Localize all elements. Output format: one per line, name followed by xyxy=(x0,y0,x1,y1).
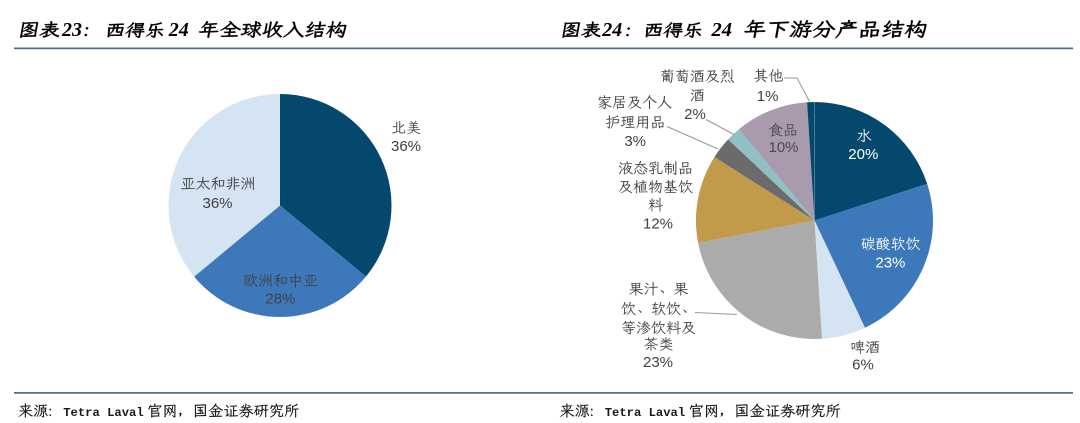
svg-text:23%: 23% xyxy=(875,255,905,272)
svg-text:28%: 28% xyxy=(265,291,295,308)
svg-text:2%: 2% xyxy=(684,106,706,123)
svg-text:36%: 36% xyxy=(202,195,232,212)
svg-text:6%: 6% xyxy=(852,357,874,374)
svg-text:3%: 3% xyxy=(624,133,646,150)
svg-text:Tetra Laval: Tetra Laval xyxy=(605,406,685,420)
svg-text:24: 24 xyxy=(711,19,733,41)
svg-text:12%: 12% xyxy=(643,216,673,233)
svg-text:23: 23 xyxy=(61,19,82,41)
svg-text:36%: 36% xyxy=(391,138,421,155)
svg-text:23%: 23% xyxy=(643,354,673,371)
svg-text:10%: 10% xyxy=(768,139,798,156)
svg-text:1%: 1% xyxy=(757,88,779,105)
svg-text:24: 24 xyxy=(168,19,189,41)
svg-text:20%: 20% xyxy=(848,146,878,163)
svg-text:Tetra Laval: Tetra Laval xyxy=(63,406,143,420)
svg-text:24: 24 xyxy=(601,19,622,41)
